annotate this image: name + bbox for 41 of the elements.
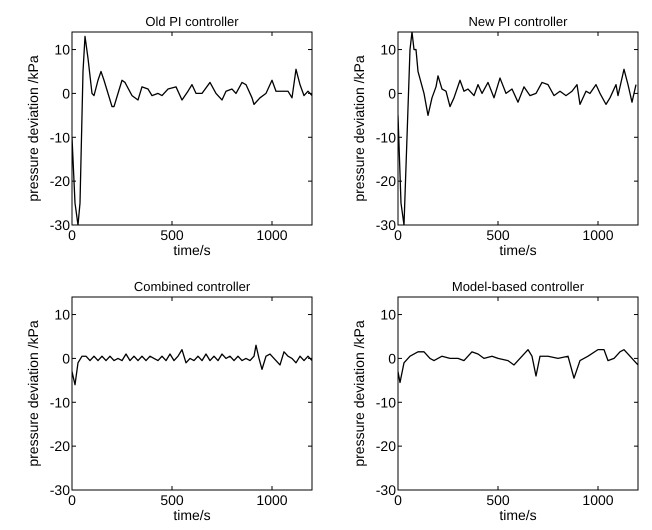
- y-tick-label: -20: [50, 438, 70, 454]
- y-tick-label: -10: [376, 129, 396, 146]
- y-tick-label: -30: [50, 217, 70, 233]
- x-axis-title: time/s: [173, 507, 211, 523]
- y-tick-label: 10: [54, 306, 70, 323]
- y-axis-title: pressure deviation /kPa: [25, 55, 41, 202]
- y-tick-label: -20: [50, 173, 70, 190]
- x-tick-label: 500: [160, 227, 184, 243]
- chart-title: Combined controller: [134, 279, 251, 294]
- x-tick-label: 500: [160, 492, 184, 508]
- y-tick-label: 0: [388, 350, 396, 366]
- y-tick-label: 10: [380, 42, 396, 58]
- y-axis-title: pressure deviation /kPa: [25, 320, 41, 467]
- y-tick-label: -20: [376, 438, 396, 454]
- y-tick-label: 0: [388, 85, 396, 102]
- y-tick-label: 0: [62, 350, 70, 366]
- y-tick-label: 10: [54, 42, 70, 58]
- x-axis-title: time/s: [499, 507, 537, 523]
- y-tick-label: -30: [376, 217, 396, 233]
- x-axis-title: time/s: [173, 242, 211, 258]
- y-tick-label: -30: [376, 482, 396, 498]
- chart-title: Model-based controller: [452, 279, 585, 294]
- x-tick-label: 1000: [582, 492, 614, 508]
- x-axis-title: time/s: [499, 242, 537, 258]
- y-tick-label: 0: [62, 85, 70, 102]
- x-tick-label: 1000: [256, 492, 288, 508]
- y-axis-title: pressure deviation /kPa: [351, 55, 367, 202]
- y-tick-label: -10: [50, 394, 70, 410]
- chart-title: New PI controller: [468, 14, 568, 29]
- x-tick-label: 1000: [256, 227, 288, 243]
- x-tick-label: 500: [486, 492, 510, 508]
- y-axis-title: pressure deviation /kPa: [351, 320, 367, 467]
- x-tick-label: 500: [486, 227, 510, 243]
- y-tick-label: -10: [376, 394, 396, 410]
- x-tick-label: 1000: [582, 227, 614, 243]
- y-tick-label: -10: [50, 129, 70, 146]
- line-series: [398, 32, 637, 225]
- chart-title: Old PI controller: [145, 14, 240, 29]
- y-tick-label: -20: [376, 173, 396, 190]
- y-tick-label: 10: [380, 306, 396, 323]
- y-tick-label: -30: [50, 482, 70, 498]
